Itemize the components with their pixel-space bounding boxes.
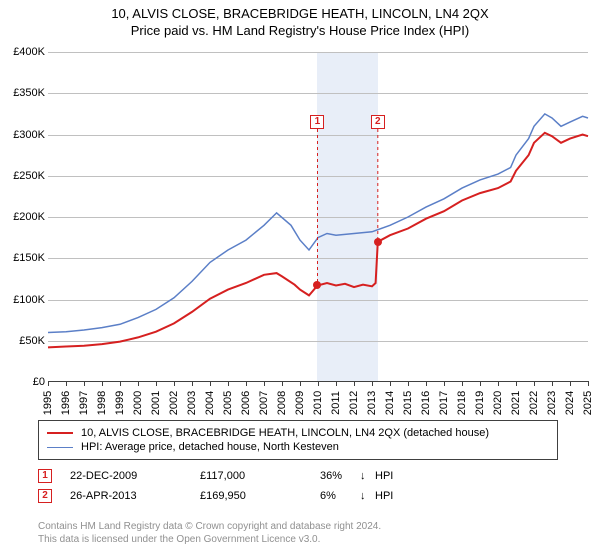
x-axis-label: 2001 <box>150 388 162 418</box>
x-axis-label: 2017 <box>438 388 450 418</box>
x-axis-label: 2004 <box>204 388 216 418</box>
marker-pct: 36% <box>320 470 360 482</box>
x-axis-label: 1998 <box>96 388 108 418</box>
y-axis-label: £0 <box>1 376 45 388</box>
chart-container: 10, ALVIS CLOSE, BRACEBRIDGE HEATH, LINC… <box>0 0 600 560</box>
y-axis-label: £350K <box>1 87 45 99</box>
footer-line-1: Contains HM Land Registry data © Crown c… <box>38 520 381 533</box>
legend-label: 10, ALVIS CLOSE, BRACEBRIDGE HEATH, LINC… <box>81 427 489 439</box>
footer-line-2: This data is licensed under the Open Gov… <box>38 533 381 546</box>
x-axis-label: 2005 <box>222 388 234 418</box>
x-axis-label: 2003 <box>186 388 198 418</box>
x-axis-label: 2008 <box>276 388 288 418</box>
y-axis-label: £150K <box>1 252 45 264</box>
chart-area: £0£50K£100K£150K£200K£250K£300K£350K£400… <box>48 52 588 382</box>
x-axis-label: 2000 <box>132 388 144 418</box>
marker-vs-hpi: HPI <box>375 490 415 502</box>
x-axis-label: 2007 <box>258 388 270 418</box>
x-axis-label: 2016 <box>420 388 432 418</box>
x-axis-label: 1995 <box>42 388 54 418</box>
marker-pct: 6% <box>320 490 360 502</box>
y-axis-label: £400K <box>1 46 45 58</box>
marker-date: 26-APR-2013 <box>70 490 200 502</box>
footer-attribution: Contains HM Land Registry data © Crown c… <box>38 520 381 546</box>
x-axis-label: 2010 <box>312 388 324 418</box>
marker-table-row: 1 22-DEC-2009£117,00036%↓HPI <box>38 466 415 486</box>
hpi-line <box>48 114 588 333</box>
legend-item: HPI: Average price, detached house, Nort… <box>47 440 549 454</box>
y-axis-label: £300K <box>1 129 45 141</box>
arrow-down-icon: ↓ <box>360 490 375 502</box>
x-axis-label: 2009 <box>294 388 306 418</box>
chart-title: 10, ALVIS CLOSE, BRACEBRIDGE HEATH, LINC… <box>0 0 600 21</box>
legend-item: 10, ALVIS CLOSE, BRACEBRIDGE HEATH, LINC… <box>47 426 549 440</box>
x-axis-label: 2024 <box>564 388 576 418</box>
x-axis-label: 2011 <box>330 388 342 418</box>
marker-table: 1 22-DEC-2009£117,00036%↓HPI 2 26-APR-2013£… <box>38 466 415 506</box>
marker-table-badge: 1 <box>38 469 52 483</box>
x-tick <box>588 381 589 386</box>
y-axis-label: £50K <box>1 335 45 347</box>
x-axis-label: 2020 <box>492 388 504 418</box>
arrow-down-icon: ↓ <box>360 470 375 482</box>
x-axis-label: 1999 <box>114 388 126 418</box>
legend-label: HPI: Average price, detached house, Nort… <box>81 441 339 453</box>
x-axis-label: 2006 <box>240 388 252 418</box>
x-axis-label: 2015 <box>402 388 414 418</box>
marker-table-badge: 2 <box>38 489 52 503</box>
x-axis-label: 2025 <box>582 388 594 418</box>
marker-price: £169,950 <box>200 490 320 502</box>
x-axis-label: 2021 <box>510 388 522 418</box>
marker-box: 2 <box>371 115 385 129</box>
marker-vs-hpi: HPI <box>375 470 415 482</box>
x-axis-label: 2023 <box>546 388 558 418</box>
marker-table-row: 2 26-APR-2013£169,9506%↓HPI <box>38 486 415 506</box>
x-axis-label: 2019 <box>474 388 486 418</box>
x-axis-label: 1996 <box>60 388 72 418</box>
x-axis-label: 2022 <box>528 388 540 418</box>
marker-dot <box>374 238 382 246</box>
marker-dot <box>313 281 321 289</box>
x-axis-label: 2002 <box>168 388 180 418</box>
marker-box: 1 <box>310 115 324 129</box>
x-axis-label: 2014 <box>384 388 396 418</box>
line-layer <box>48 52 588 382</box>
marker-price: £117,000 <box>200 470 320 482</box>
legend-swatch <box>47 432 73 434</box>
legend: 10, ALVIS CLOSE, BRACEBRIDGE HEATH, LINC… <box>38 420 558 460</box>
y-axis-label: £100K <box>1 294 45 306</box>
x-axis-label: 2012 <box>348 388 360 418</box>
y-axis-label: £200K <box>1 211 45 223</box>
marker-date: 22-DEC-2009 <box>70 470 200 482</box>
legend-swatch <box>47 447 73 448</box>
x-axis-label: 2013 <box>366 388 378 418</box>
y-axis-label: £250K <box>1 170 45 182</box>
chart-subtitle: Price paid vs. HM Land Registry's House … <box>0 21 600 38</box>
x-axis-label: 2018 <box>456 388 468 418</box>
x-axis-label: 1997 <box>78 388 90 418</box>
property-line <box>48 133 588 348</box>
